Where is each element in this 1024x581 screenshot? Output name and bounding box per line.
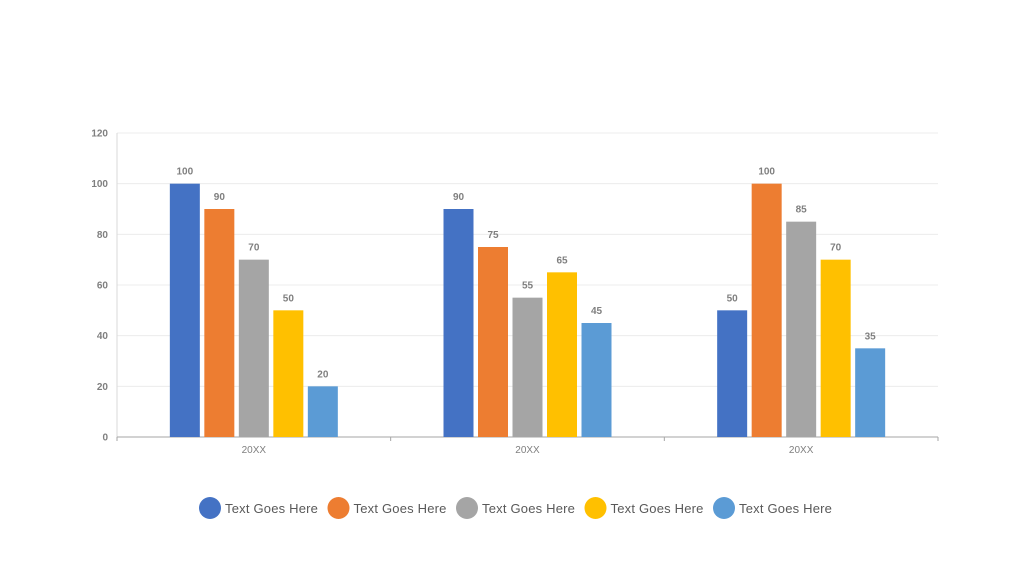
legend-label: Text Goes Here — [611, 501, 704, 516]
data-label: 65 — [556, 255, 568, 266]
data-labels: 100 90 70 50 20 90 75 55 65 45 50 100 85 70 35 — [176, 167, 876, 381]
bar — [238, 259, 269, 437]
data-label: 90 — [453, 192, 465, 203]
legend-swatch — [456, 497, 478, 519]
data-label: 45 — [591, 306, 603, 317]
bars — [169, 183, 886, 437]
legend-item: Text Goes Here — [713, 497, 832, 519]
x-category-label: 20XX — [515, 445, 540, 456]
legend-label: Text Goes Here — [354, 501, 447, 516]
legend-item: Text Goes Here — [456, 497, 575, 519]
legend-label: Text Goes Here — [739, 501, 832, 516]
y-tick-label: 120 — [91, 129, 108, 140]
bar — [443, 209, 474, 437]
bar — [307, 386, 338, 437]
data-label: 90 — [214, 192, 226, 203]
data-label: 100 — [176, 167, 193, 178]
legend-swatch — [327, 497, 350, 519]
data-label: 50 — [283, 293, 295, 304]
y-tick-label: 20 — [97, 382, 109, 393]
legend-label: Text Goes Here — [225, 501, 318, 516]
bar — [786, 221, 817, 437]
legend-item: Text Goes Here — [327, 497, 447, 519]
bar — [169, 183, 200, 437]
x-category-label: 20XX — [242, 445, 267, 456]
x-category-label: 20XX — [789, 445, 814, 456]
bar — [820, 259, 851, 437]
bar — [273, 310, 304, 437]
bar — [751, 183, 782, 437]
legend-swatch — [199, 497, 221, 519]
y-tick-label: 0 — [102, 433, 108, 444]
bar — [512, 297, 543, 437]
data-label: 35 — [865, 331, 877, 342]
data-label: 85 — [796, 205, 808, 216]
data-label: 75 — [487, 230, 499, 241]
legend-item: Text Goes Here — [199, 497, 318, 519]
data-label: 70 — [248, 243, 260, 254]
data-label: 100 — [758, 167, 775, 178]
bar — [478, 247, 508, 437]
y-tick-label: 60 — [97, 281, 109, 292]
bar — [204, 209, 235, 437]
y-tick-label: 100 — [91, 179, 108, 190]
bar — [547, 272, 577, 437]
data-label: 55 — [522, 281, 534, 292]
legend-swatch — [584, 497, 607, 519]
data-label: 70 — [830, 243, 842, 254]
legend-label: Text Goes Here — [482, 501, 575, 516]
data-label: 20 — [317, 369, 329, 380]
data-label: 50 — [727, 293, 739, 304]
bar — [581, 323, 612, 437]
legend-swatch — [713, 497, 735, 519]
legend-item: Text Goes Here — [584, 497, 704, 519]
bar — [855, 348, 886, 437]
y-tick-label: 40 — [97, 331, 109, 342]
y-tick-label: 80 — [97, 230, 109, 241]
bar — [717, 310, 748, 437]
legend: Text Goes Here Text Goes Here Text Goes He… — [199, 497, 832, 519]
